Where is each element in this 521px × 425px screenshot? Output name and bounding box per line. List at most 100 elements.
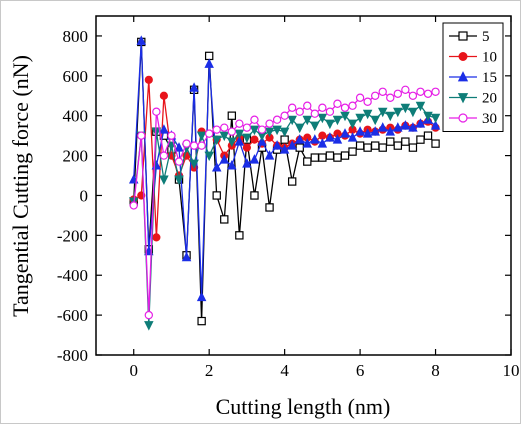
data-point	[250, 135, 259, 144]
data-point	[378, 143, 387, 152]
data-point	[235, 119, 244, 128]
data-point	[287, 115, 297, 126]
data-point	[294, 123, 305, 134]
data-point	[159, 91, 169, 100]
data-point	[174, 157, 184, 166]
data-point	[370, 115, 380, 126]
legend-label: 5	[482, 29, 490, 45]
data-point	[333, 153, 342, 162]
data-point	[234, 129, 245, 140]
data-point	[363, 97, 372, 106]
data-point	[227, 137, 237, 148]
y-tick-label: 0	[80, 186, 89, 205]
data-point	[430, 120, 441, 130]
data-point	[159, 124, 169, 134]
data-point	[332, 115, 343, 126]
data-point	[204, 58, 214, 68]
data-point	[325, 151, 335, 160]
data-point	[242, 133, 252, 144]
data-point	[196, 131, 207, 142]
legend-label: 15	[482, 70, 497, 86]
data-point	[257, 125, 267, 134]
data-point	[212, 125, 221, 134]
legend-item: 15	[449, 70, 497, 86]
data-point	[400, 103, 411, 114]
data-point	[393, 122, 403, 132]
data-point	[220, 123, 229, 132]
data-point	[310, 121, 320, 132]
data-point	[249, 154, 260, 164]
data-point	[220, 215, 229, 224]
data-point	[362, 109, 373, 120]
data-point	[317, 113, 328, 124]
data-point	[174, 142, 184, 152]
data-point	[458, 31, 468, 41]
data-point	[416, 87, 425, 96]
data-point	[294, 134, 305, 144]
x-tick-label: 6	[356, 361, 365, 380]
data-point	[227, 111, 237, 120]
data-point	[136, 35, 147, 45]
data-point	[250, 191, 259, 200]
data-point	[287, 177, 297, 186]
data-point	[264, 150, 275, 160]
data-point	[457, 71, 469, 82]
data-point	[458, 52, 468, 61]
data-point	[416, 135, 425, 144]
legend-item: 20	[449, 91, 497, 107]
data-point	[279, 144, 290, 154]
data-point	[272, 140, 282, 150]
data-point	[189, 82, 199, 92]
data-point	[227, 127, 237, 136]
data-point	[159, 175, 169, 186]
data-point	[272, 125, 282, 136]
data-point	[377, 107, 388, 118]
data-point	[249, 125, 260, 136]
y-tick-label: 400	[63, 107, 89, 126]
data-point	[211, 162, 222, 172]
data-point	[333, 99, 342, 108]
legend-label: 10	[482, 50, 497, 66]
data-point	[189, 141, 199, 150]
x-tick-label: 2	[205, 361, 214, 380]
data-point	[159, 151, 169, 160]
plot-area-border	[95, 15, 512, 356]
y-tick-label: -400	[57, 266, 88, 285]
data-point	[400, 120, 411, 130]
data-point	[242, 158, 252, 168]
data-point	[377, 122, 388, 132]
x-tick-label: 0	[129, 361, 138, 380]
data-point	[317, 138, 328, 148]
data-point	[355, 126, 365, 136]
data-point	[235, 231, 244, 240]
data-point	[386, 93, 395, 102]
data-point	[385, 126, 396, 136]
data-point	[144, 310, 154, 320]
data-point	[152, 107, 161, 116]
data-point	[431, 139, 440, 148]
data-point	[265, 203, 274, 212]
data-point	[347, 132, 358, 142]
data-point	[340, 111, 350, 122]
data-point	[303, 101, 312, 110]
y-tick-label: -200	[57, 226, 88, 245]
data-point	[265, 119, 274, 128]
data-point	[385, 111, 396, 122]
data-point	[423, 131, 433, 140]
data-point	[393, 141, 403, 150]
data-point	[332, 134, 343, 144]
data-point	[144, 321, 154, 331]
data-point	[129, 201, 138, 210]
data-point	[211, 135, 222, 146]
data-point	[287, 103, 297, 112]
data-point	[242, 143, 252, 152]
legend-item: 30	[449, 111, 497, 127]
data-point	[363, 143, 372, 152]
ticks-layer: 0 2 4 6 8 10 -800 -600 -400 -200 0 200 400 600 800	[57, 16, 520, 380]
data-point	[393, 107, 403, 118]
data-point	[408, 91, 418, 100]
data-point	[219, 154, 230, 164]
data-point	[340, 151, 350, 160]
